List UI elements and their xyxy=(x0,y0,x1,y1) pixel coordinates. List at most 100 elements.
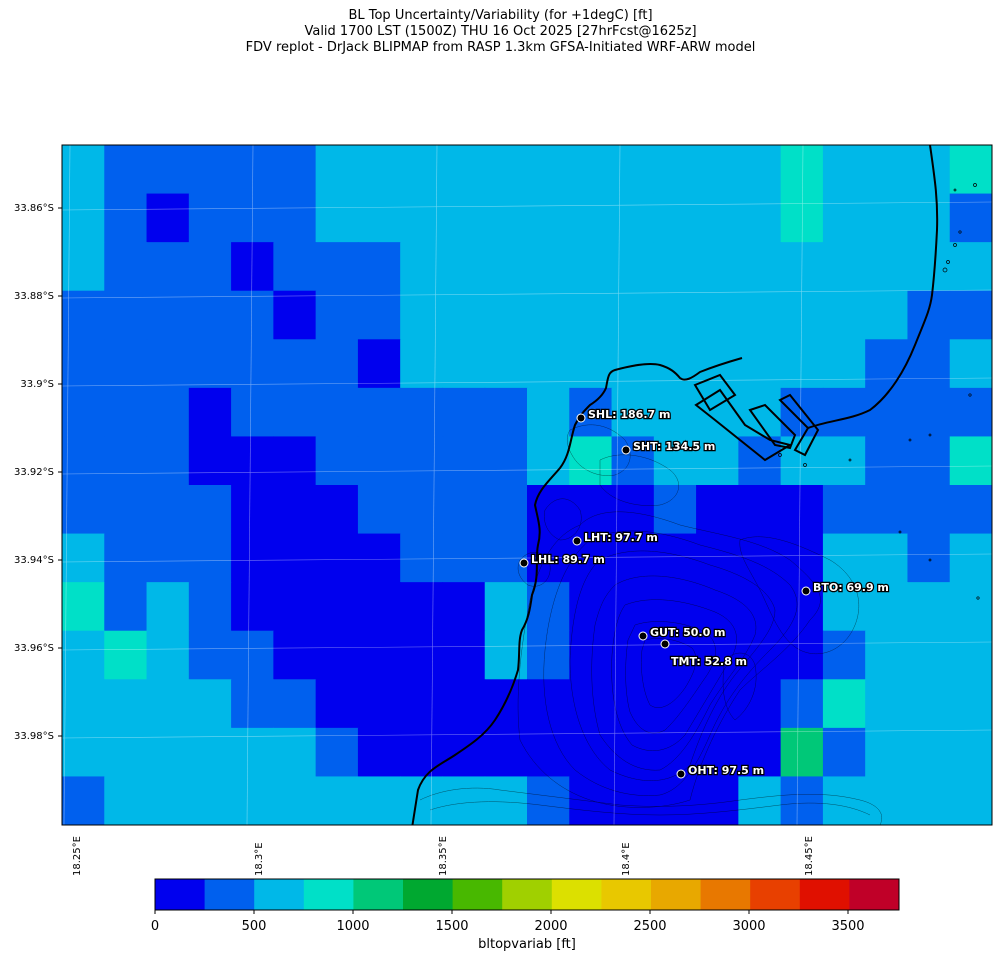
grid-cell xyxy=(611,242,655,292)
grid-cell xyxy=(527,630,570,680)
grid-cell xyxy=(442,290,486,340)
grid-cell xyxy=(780,193,824,243)
station-marker[interactable] xyxy=(676,769,686,779)
grid-cell xyxy=(527,145,570,195)
station-sht[interactable]: SHT: 134.5 m xyxy=(621,439,717,455)
grid-cell xyxy=(696,727,739,778)
colorbar-tick-label: 2500 xyxy=(633,919,666,934)
grid-cell xyxy=(569,145,613,195)
station-oht[interactable]: OHT: 97.5 m xyxy=(676,763,765,779)
grid-cell xyxy=(696,485,739,535)
station-shl[interactable]: SHL: 186.7 m xyxy=(576,407,672,423)
colorbar-segment xyxy=(601,879,652,910)
grid-cell xyxy=(907,630,951,680)
grid-cell xyxy=(146,145,190,195)
grid-cell xyxy=(188,145,232,195)
grid-cell xyxy=(442,339,486,389)
grid-cell xyxy=(104,290,148,340)
grid-cell xyxy=(484,485,528,535)
grid-cell xyxy=(188,387,232,438)
grid-cell xyxy=(822,339,866,389)
grid-cell xyxy=(104,533,148,583)
grid-cell xyxy=(949,485,992,535)
grid-cell xyxy=(611,727,655,778)
grid-cell xyxy=(62,193,105,243)
grid-cell xyxy=(231,727,274,778)
stations: SHL: 186.7 m SHT: 134.5 m LHT: 97.7 m LH… xyxy=(519,407,890,779)
grid-cell xyxy=(104,387,148,438)
grid-cell xyxy=(484,242,528,292)
station-label: TMT: 52.8 m xyxy=(671,655,747,668)
station-marker[interactable] xyxy=(660,639,670,649)
grid-cell xyxy=(357,582,401,632)
grid-cell xyxy=(780,485,824,535)
colorbar-ticks xyxy=(154,910,849,914)
grid-cell xyxy=(484,533,528,583)
station-marker[interactable] xyxy=(576,413,586,423)
colorbar-segment xyxy=(651,879,702,910)
latitude-axis: 33.86°S 33.88°S 33.9°S 33.92°S 33.94°S 3… xyxy=(14,203,62,742)
grid-cell xyxy=(949,630,992,680)
grid-cell xyxy=(273,533,317,583)
grid-cell xyxy=(949,533,992,583)
grid-cell xyxy=(442,145,486,195)
station-marker[interactable] xyxy=(572,536,582,546)
grid-cell xyxy=(569,727,613,778)
grid-cell xyxy=(104,145,148,195)
lon-label: 18.4°E xyxy=(621,842,632,876)
grid-cell xyxy=(188,679,232,729)
station-marker[interactable] xyxy=(621,445,631,455)
grid-cell xyxy=(104,242,148,292)
longitude-axis: 18.25°E 18.3°E 18.35°E 18.4°E 18.45°E xyxy=(72,836,815,876)
grid-cell xyxy=(611,436,655,486)
grid-cell xyxy=(696,242,739,292)
grid-cell xyxy=(104,727,148,778)
station-marker[interactable] xyxy=(801,586,811,596)
station-tmt[interactable]: TMT: 52.8 m xyxy=(660,639,748,669)
lat-label: 33.92°S xyxy=(14,467,54,478)
grid-cell xyxy=(907,290,951,340)
lat-label: 33.96°S xyxy=(14,643,54,654)
colorbar-segment xyxy=(353,879,404,910)
grid-cell xyxy=(738,776,782,825)
grid-cell xyxy=(527,290,570,340)
station-lht[interactable]: LHT: 97.7 m xyxy=(572,530,659,546)
station-bto[interactable]: BTO: 69.9 m xyxy=(801,580,890,596)
lat-label: 33.94°S xyxy=(14,555,54,566)
grid-cell xyxy=(484,193,528,243)
grid-cell xyxy=(780,630,824,680)
grid-cell xyxy=(569,242,613,292)
grid-cell xyxy=(822,679,866,729)
grid-cell xyxy=(907,193,951,243)
grid-cell xyxy=(653,727,697,778)
colorbar-segment xyxy=(502,879,553,910)
grid-cell xyxy=(653,485,697,535)
colorbar-segment xyxy=(403,879,454,910)
grid-cell xyxy=(442,533,486,583)
grid-cell xyxy=(907,436,951,486)
grid-cell xyxy=(780,679,824,729)
grid-cell xyxy=(273,582,317,632)
grid-cell xyxy=(400,485,444,535)
station-gut[interactable]: GUT: 50.0 m xyxy=(638,625,727,641)
grid-cell xyxy=(949,727,992,778)
station-marker[interactable] xyxy=(519,558,529,568)
lon-label: 18.3°E xyxy=(254,842,265,876)
grid-cell xyxy=(104,679,148,729)
station-marker[interactable] xyxy=(638,631,648,641)
colorbar-segment xyxy=(254,879,305,910)
grid-cell xyxy=(865,436,909,486)
grid-cell xyxy=(949,242,992,292)
grid-cell xyxy=(949,436,992,486)
grid-cell xyxy=(569,485,613,535)
grid-cell xyxy=(231,485,274,535)
grid-cell xyxy=(865,387,909,438)
grid-cell xyxy=(865,533,909,583)
grid-cell xyxy=(231,145,274,195)
colorbar-tick-label: 1000 xyxy=(336,919,369,934)
grid-cell xyxy=(527,776,570,825)
station-lhl[interactable]: LHL: 89.7 m xyxy=(519,552,606,568)
colorbar-segment xyxy=(204,879,255,910)
station-label: LHT: 97.7 m xyxy=(584,531,658,544)
